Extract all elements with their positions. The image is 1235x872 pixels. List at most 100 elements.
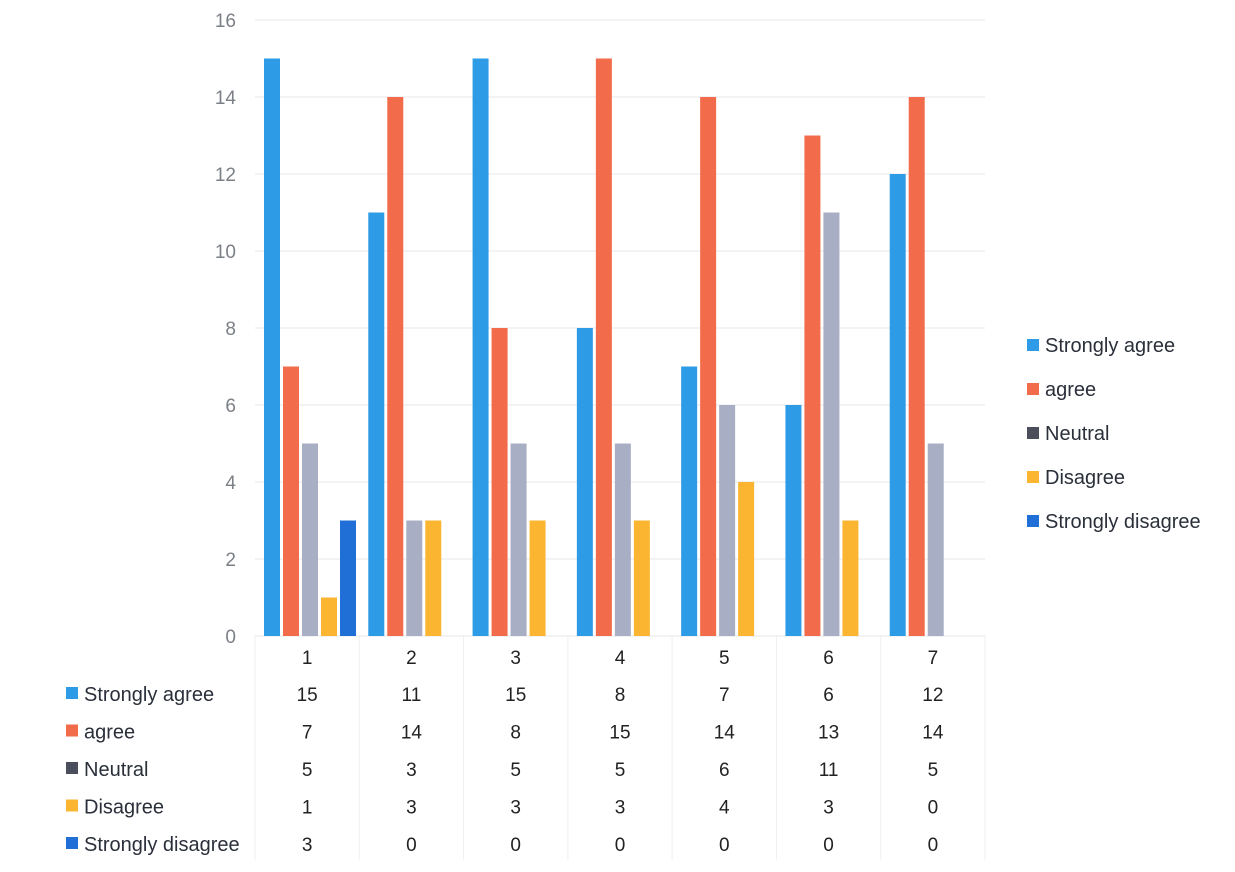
table-cell-value: 15 [609,723,630,744]
bar [719,405,736,636]
bar [842,520,859,636]
table-cell-value: 1 [302,798,313,819]
table-cell-value: 0 [928,835,939,856]
bar [785,405,802,636]
table-cell-value: 6 [823,685,834,706]
legend-label: Disagree [1045,467,1125,489]
table-cell-value: 5 [928,760,939,781]
table-cell-value: 15 [297,685,318,706]
table-cell-value: 3 [510,798,521,819]
bar [510,443,527,636]
table-cell-value: 4 [719,798,730,819]
bar [908,97,925,636]
legend-label: agree [1045,379,1096,401]
table-cell-value: 8 [510,723,521,744]
table-cell-value: 14 [714,723,736,744]
y-axis-tick-labels: 0 2 4 6 8 10 12 14 16 [215,11,237,648]
bar [321,597,337,636]
bar [491,328,508,636]
bar [302,443,318,636]
bar [387,97,404,636]
bar [823,212,840,636]
table-legend-key [66,837,78,849]
table-cell-value: 12 [922,685,943,706]
table-cell-value: 11 [402,685,422,706]
legend-label: Strongly disagree [1045,511,1201,533]
table-cell-value: 15 [505,685,526,706]
legend-key [1027,427,1039,439]
table-cell-value: 14 [401,723,423,744]
y-tick-label: 12 [215,165,236,186]
bar [529,520,546,636]
bar [614,443,631,636]
table-cell-value: 5 [302,760,313,781]
legend-key [1027,515,1039,527]
table-cell-value: 0 [406,835,417,856]
table-cell-value: 14 [922,723,944,744]
table-series-label: Strongly agree [84,684,214,706]
legend-label: Strongly agree [1045,335,1175,357]
bar [738,482,755,636]
table-cell-value: 0 [928,798,939,819]
bar [681,366,698,636]
table-cell-value: 0 [823,835,834,856]
bar [576,328,593,636]
legend-label: Neutral [1045,423,1109,445]
table-cell-value: 3 [615,798,626,819]
x-category-label: 3 [510,648,521,669]
table-legend-key [66,724,78,737]
table-cell-value: 3 [302,835,313,856]
bar [889,174,906,636]
legend-key [1027,383,1039,395]
bar [283,366,299,636]
table-series-label: agree [84,722,135,744]
table-series-label: Disagree [84,797,164,819]
y-tick-label: 0 [225,627,236,648]
table-cell-value: 5 [615,760,626,781]
bar [804,135,821,636]
x-category-label: 5 [719,648,730,669]
table-series-label: Neutral [84,759,148,781]
bar [633,520,650,636]
y-tick-label: 8 [225,319,236,340]
table-legend-key [66,687,78,699]
x-category-label: 4 [615,648,626,669]
y-tick-label: 10 [215,242,236,263]
y-tick-label: 14 [215,88,237,109]
table-cell-value: 13 [818,723,839,744]
x-category-label: 1 [302,648,313,669]
table-cell-value: 7 [302,723,313,744]
table-cell-value: 3 [406,798,417,819]
table-cell-value: 0 [510,835,521,856]
table-cell-value: 3 [823,798,834,819]
table-cell-value: 3 [406,760,417,781]
table-cell-value: 5 [510,760,521,781]
bar [368,212,385,636]
table-cell-value: 6 [719,760,730,781]
legend: Strongly agree agree Neutral Disagree Strong… [1027,335,1201,533]
bar [264,58,280,636]
bars [264,58,944,636]
x-category-label: 6 [823,648,834,669]
table-cell-value: 11 [819,760,839,781]
y-tick-label: 6 [225,396,236,417]
legend-key [1027,339,1039,351]
table-legend-key [66,762,78,774]
table-series-label: Strongly disagree [84,834,240,856]
table-cell-value: 7 [719,685,730,706]
bar [340,520,356,636]
table-cell-value: 0 [719,835,730,856]
y-tick-label: 2 [225,550,236,571]
bar [700,97,717,636]
x-category-label: 7 [928,648,939,669]
table-cell-value: 0 [615,835,626,856]
table-cell-value: 8 [615,685,626,706]
bar [406,520,423,636]
y-tick-label: 16 [215,11,236,32]
table-legend-key [66,799,78,812]
y-tick-label: 4 [225,473,236,494]
bar [927,443,944,636]
legend-key [1027,471,1039,483]
